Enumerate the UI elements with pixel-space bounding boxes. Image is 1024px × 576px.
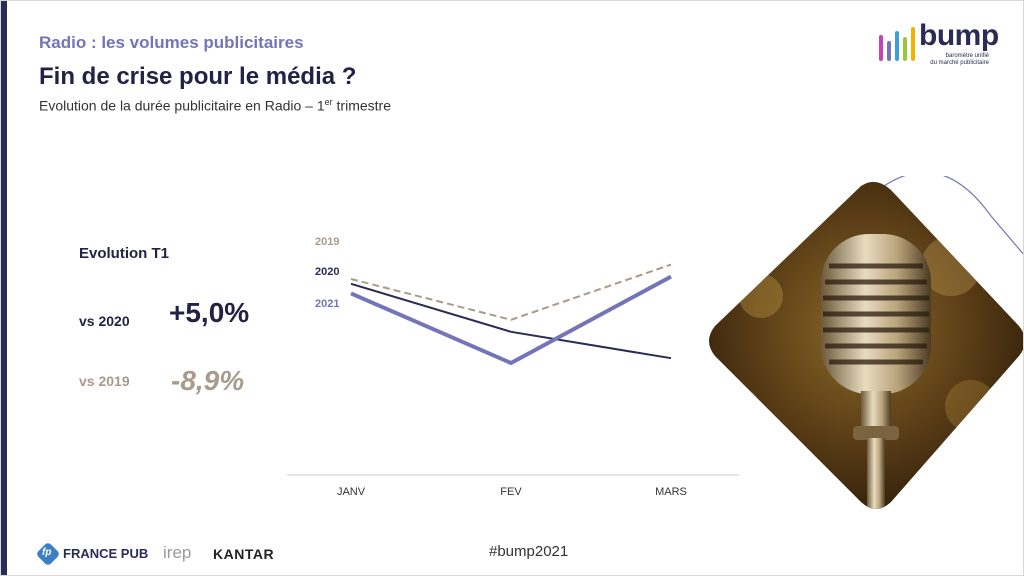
- hashtag: #bump2021: [489, 543, 569, 560]
- kantar-logo: KANTAR: [213, 546, 275, 562]
- fp-mark: fp: [42, 547, 52, 558]
- tagline-line-1: baromètre unifié: [945, 53, 989, 59]
- microphone-photo: [709, 176, 1023, 509]
- x-tick-label: FEV: [500, 486, 522, 498]
- left-accent-bar: [1, 1, 7, 575]
- section-kicker: Radio : les volumes publicitaires: [39, 33, 304, 52]
- series-line-2021: [350, 274, 672, 366]
- subtitle-superscript: er: [324, 97, 333, 107]
- page-title: Fin de crise pour le média ?: [39, 63, 357, 90]
- line-chart: 2019 2020 2021 JANV FEV MARS: [287, 236, 739, 498]
- evolution-title: Evolution T1: [79, 245, 169, 262]
- legend-label-2019: 2019: [315, 236, 339, 248]
- legend-label-2020: 2020: [315, 266, 339, 278]
- bump-bars-icon: [879, 27, 915, 61]
- legend-label-2021: 2021: [315, 298, 339, 310]
- series-line-2019: [350, 263, 672, 321]
- partner-logos: fp FRANCE PUB irep KANTAR: [35, 541, 297, 567]
- bump-logo-word: bump: [919, 19, 999, 52]
- vs2020-label: vs 2020: [79, 313, 130, 329]
- vs2019-label: vs 2019: [79, 373, 130, 389]
- vs2019-value: -8,9%: [171, 365, 245, 396]
- subtitle-end: trimestre: [332, 97, 391, 114]
- france-pub-logo: FRANCE PUB: [63, 546, 149, 561]
- irep-logo: irep: [163, 543, 192, 562]
- page-subtitle: Evolution de la durée publicitaire en Ra…: [39, 97, 391, 114]
- bump-logo: bump baromètre unifié du marché publicita…: [873, 19, 1013, 69]
- x-tick-label: MARS: [655, 486, 687, 498]
- tagline-line-2: du marché publicitaire: [930, 60, 989, 66]
- vs2020-value: +5,0%: [169, 297, 250, 328]
- series-line-2020: [350, 282, 672, 360]
- x-tick-label: JANV: [337, 486, 366, 498]
- bump-logo-tagline: baromètre unifié du marché publicitaire: [929, 53, 989, 67]
- subtitle-main: Evolution de la durée publicitaire en Ra…: [39, 97, 325, 114]
